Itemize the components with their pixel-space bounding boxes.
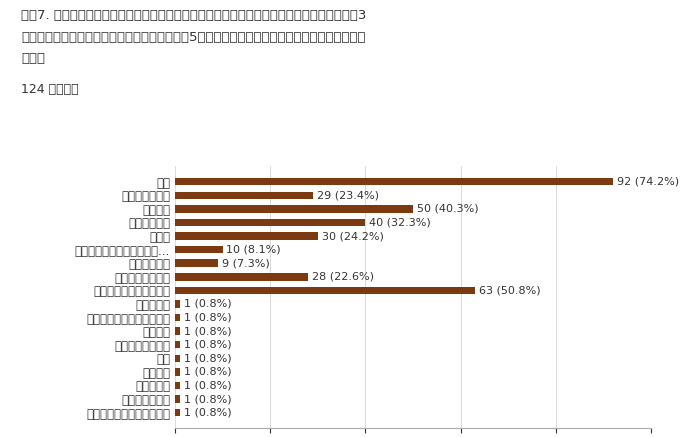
Text: さい。: さい。 — [21, 52, 45, 66]
Text: 1 (0.8%): 1 (0.8%) — [183, 312, 231, 323]
Text: 10 (8.1%): 10 (8.1%) — [226, 245, 281, 255]
Bar — [175, 205, 413, 213]
Text: 30 (24.2%): 30 (24.2%) — [321, 231, 384, 241]
Bar — [175, 327, 180, 335]
Text: 1 (0.8%): 1 (0.8%) — [183, 394, 231, 404]
Text: 1 (0.8%): 1 (0.8%) — [183, 340, 231, 350]
Text: 1 (0.8%): 1 (0.8%) — [183, 299, 231, 309]
Text: 92 (74.2%): 92 (74.2%) — [617, 177, 679, 187]
Text: 1 (0.8%): 1 (0.8%) — [183, 381, 231, 390]
Bar — [175, 395, 180, 403]
Bar — [175, 260, 218, 267]
Bar — [175, 354, 180, 362]
Text: 63 (50.8%): 63 (50.8%) — [479, 285, 540, 295]
Bar — [175, 368, 180, 375]
Bar — [175, 232, 318, 240]
Text: 1 (0.8%): 1 (0.8%) — [183, 326, 231, 336]
Text: 1 (0.8%): 1 (0.8%) — [183, 408, 231, 418]
Text: 29 (23.4%): 29 (23.4%) — [317, 190, 379, 200]
Bar — [175, 246, 223, 253]
Bar — [175, 314, 180, 321]
Bar — [175, 382, 180, 389]
Bar — [175, 273, 308, 281]
Text: 124 件の回答: 124 件の回答 — [21, 83, 78, 96]
Bar — [175, 178, 613, 185]
Text: 50 (40.3%): 50 (40.3%) — [416, 204, 478, 214]
Bar — [175, 300, 180, 308]
Bar — [175, 341, 180, 348]
Bar — [175, 219, 365, 226]
Bar — [175, 191, 313, 199]
Text: 40 (32.3%): 40 (32.3%) — [369, 218, 431, 228]
Text: 9 (7.3%): 9 (7.3%) — [222, 258, 270, 268]
Text: 質問7. 学生が進学先を決める（出願する）に当たって、大きな要因になっていると思われる3: 質問7. 学生が進学先を決める（出願する）に当たって、大きな要因になっていると思… — [21, 9, 366, 22]
Text: 28 (22.6%): 28 (22.6%) — [312, 272, 374, 282]
Text: 1 (0.8%): 1 (0.8%) — [183, 353, 231, 363]
Text: 1 (0.8%): 1 (0.8%) — [183, 367, 231, 377]
Bar — [175, 409, 180, 416]
Bar — [175, 287, 475, 294]
Text: つの選択肢を下記から選んでください。（質問5）で選択した国籍の学生を想定してご回答くだ: つの選択肢を下記から選んでください。（質問5）で選択した国籍の学生を想定してご回… — [21, 31, 365, 44]
